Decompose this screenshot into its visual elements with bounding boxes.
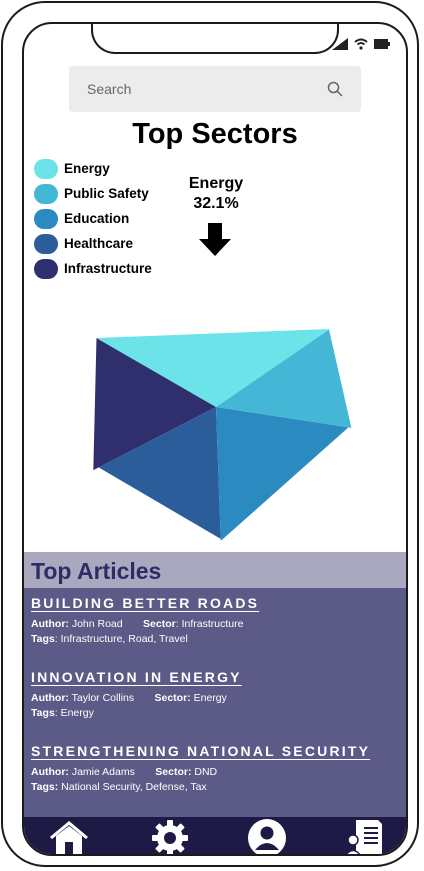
- legend-label: Energy: [64, 161, 110, 176]
- home-icon[interactable]: [48, 820, 90, 856]
- nav-profile[interactable]: [247, 817, 287, 857]
- chart-legend: Energy Public Safety Education Healthcar…: [34, 156, 152, 281]
- gear-icon[interactable]: [150, 818, 190, 857]
- article-title[interactable]: BUILDING BETTER ROADS: [31, 595, 260, 611]
- article-item[interactable]: INNOVATION IN ENERGY Author: Taylor Coll…: [24, 669, 406, 721]
- articles-header: Top Articles: [24, 552, 406, 588]
- legend-item-education: Education: [34, 206, 152, 231]
- articles-section: Top Articles BUILDING BETTER ROADS Autho…: [24, 552, 406, 817]
- pie-slice-public-safety: [216, 329, 352, 428]
- callout-arrow: [199, 223, 231, 256]
- pie-slice-infrastructure: [93, 338, 216, 471]
- article-tags: Tags: Infrastructure, Road, Travel: [31, 633, 188, 645]
- legend-swatch: [34, 258, 58, 279]
- search-input[interactable]: [85, 80, 309, 98]
- article-item[interactable]: STRENGTHENING NATIONAL SECURITY Author: …: [24, 743, 406, 795]
- callout-label: Energy: [188, 175, 244, 192]
- nav-documents[interactable]: [344, 817, 386, 857]
- legend-item-energy: Energy: [34, 156, 152, 181]
- pie-slice-healthcare: [98, 407, 221, 539]
- search-icon[interactable]: [327, 81, 343, 97]
- search-bar[interactable]: [69, 66, 361, 112]
- legend-item-infrastructure: Infrastructure: [34, 256, 152, 281]
- legend-swatch: [34, 158, 58, 179]
- article-item[interactable]: BUILDING BETTER ROADS Author: John Road …: [24, 595, 406, 647]
- pie-slice-energy: [96, 328, 330, 407]
- article-meta: Author: John Road Sector: Infrastructure: [31, 618, 244, 630]
- document-icon[interactable]: [344, 818, 386, 857]
- profile-icon[interactable]: [247, 818, 287, 857]
- notch: [91, 24, 339, 54]
- article-title[interactable]: INNOVATION IN ENERGY: [31, 669, 242, 685]
- legend-label: Public Safety: [64, 186, 149, 201]
- article-tags: Tags: National Security, Defense, Tax: [31, 781, 207, 793]
- status-bar: [332, 38, 390, 50]
- legend-label: Education: [64, 211, 130, 226]
- legend-item-public-safety: Public Safety: [34, 181, 152, 206]
- article-meta: Author: Taylor Collins Sector: Energy: [31, 692, 227, 704]
- bottom-nav: [24, 817, 406, 857]
- callout-value: 32.1%: [193, 195, 239, 212]
- nav-settings[interactable]: [150, 817, 190, 857]
- pie-slice-education: [216, 407, 349, 541]
- article-meta: Author: Jamie Adams Sector: DND: [31, 766, 218, 778]
- nav-home[interactable]: [48, 817, 90, 856]
- legend-item-healthcare: Healthcare: [34, 231, 152, 256]
- page-title: Top Sectors: [132, 118, 298, 150]
- battery-icon: [374, 39, 390, 49]
- article-tags: Tags: Energy: [31, 707, 94, 719]
- signal-icon: [332, 38, 348, 50]
- legend-label: Infrastructure: [64, 261, 152, 276]
- legend-swatch: [34, 183, 58, 204]
- legend-swatch: [34, 233, 58, 254]
- legend-label: Healthcare: [64, 236, 134, 251]
- screen: Top Sectors Energy Public Safety Educati…: [22, 22, 408, 856]
- wifi-icon: [354, 38, 368, 50]
- legend-swatch: [34, 208, 58, 229]
- article-title[interactable]: STRENGTHENING NATIONAL SECURITY: [31, 743, 371, 759]
- chart-callout: Energy 32.1%: [164, 174, 268, 214]
- pie-chart: [93, 223, 352, 541]
